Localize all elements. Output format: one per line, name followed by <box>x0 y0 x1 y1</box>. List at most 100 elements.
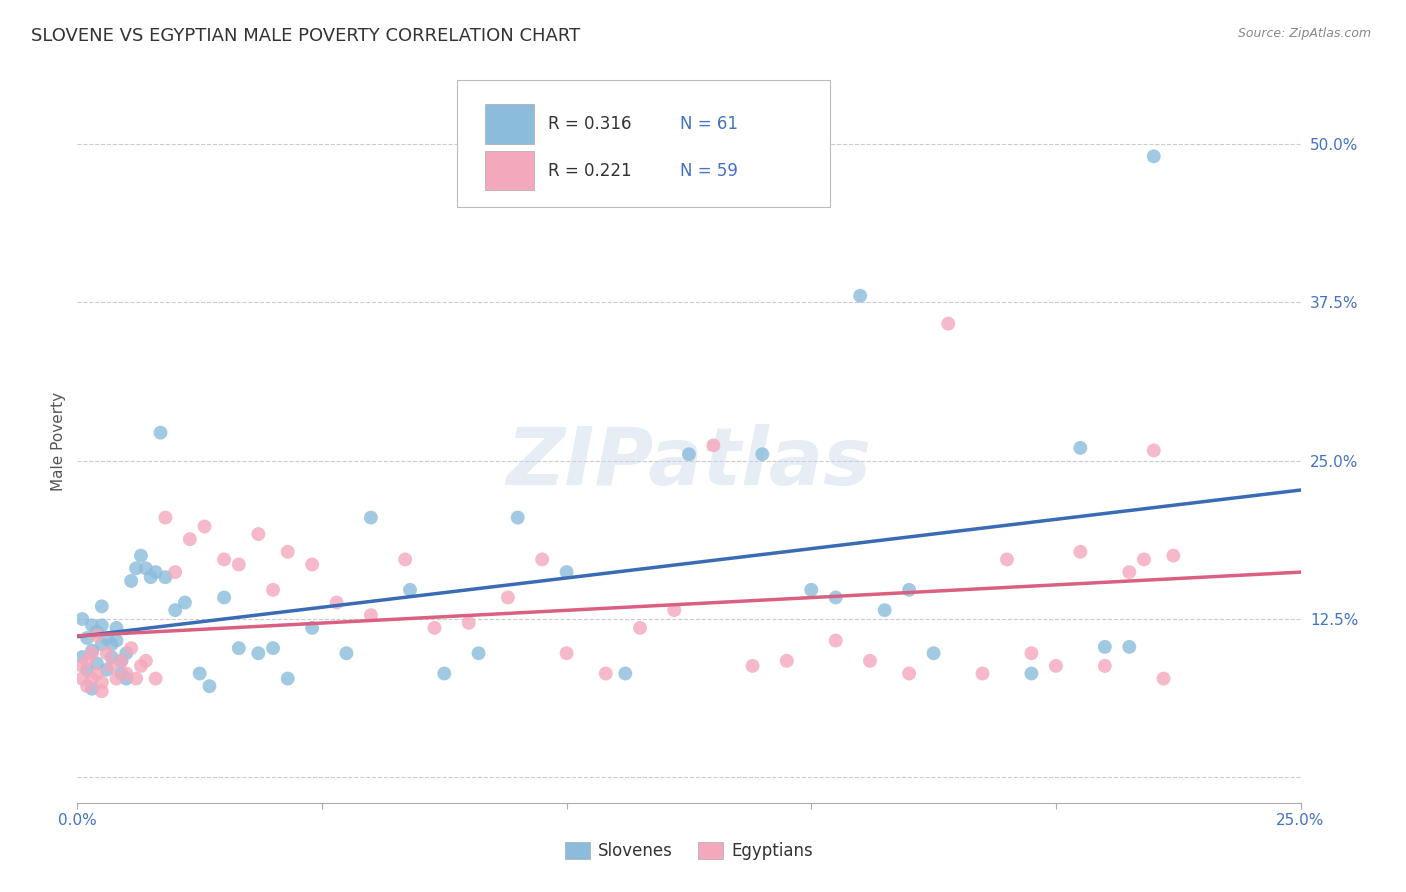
Point <box>228 558 250 572</box>
Point <box>90 618 112 632</box>
Point <box>301 558 323 572</box>
FancyBboxPatch shape <box>485 103 534 144</box>
Point <box>212 591 235 605</box>
Point <box>360 510 382 524</box>
Point <box>110 654 132 668</box>
Point <box>115 672 138 686</box>
Point <box>76 663 98 677</box>
Text: R = 0.316: R = 0.316 <box>548 115 631 133</box>
Point <box>76 631 98 645</box>
Point <box>922 646 945 660</box>
Point <box>96 646 118 660</box>
Point <box>155 570 177 584</box>
Point <box>115 666 138 681</box>
Point <box>335 646 357 660</box>
Legend: Slovenes, Egyptians: Slovenes, Egyptians <box>558 835 820 867</box>
Point <box>76 654 98 668</box>
Text: N = 61: N = 61 <box>681 115 738 133</box>
Point <box>145 565 167 579</box>
Point <box>506 510 529 524</box>
Point <box>80 618 103 632</box>
Point <box>1163 549 1185 563</box>
Point <box>262 582 284 597</box>
Point <box>1094 640 1116 654</box>
Point <box>1118 565 1140 579</box>
Point <box>105 621 128 635</box>
Point <box>110 654 132 668</box>
Point <box>70 650 93 665</box>
Point <box>110 666 132 681</box>
Point <box>776 654 799 668</box>
Point <box>1143 443 1166 458</box>
Y-axis label: Male Poverty: Male Poverty <box>51 392 66 491</box>
Point <box>433 666 456 681</box>
Point <box>115 646 138 660</box>
Point <box>212 552 235 566</box>
Point <box>80 672 103 686</box>
Point <box>678 447 700 461</box>
Point <box>188 666 211 681</box>
Point <box>457 615 479 630</box>
Point <box>145 672 167 686</box>
Text: Source: ZipAtlas.com: Source: ZipAtlas.com <box>1237 27 1371 40</box>
Point <box>155 510 177 524</box>
Point <box>849 289 872 303</box>
Text: N = 59: N = 59 <box>681 161 738 179</box>
Point <box>129 549 152 563</box>
Point <box>80 646 103 660</box>
Point <box>135 654 157 668</box>
Point <box>531 552 554 566</box>
Point <box>555 565 578 579</box>
Point <box>467 646 489 660</box>
FancyBboxPatch shape <box>485 151 534 191</box>
Point <box>751 447 773 461</box>
Point <box>995 552 1018 566</box>
Point <box>80 681 103 696</box>
FancyBboxPatch shape <box>457 80 830 207</box>
Point <box>165 565 187 579</box>
Point <box>595 666 617 681</box>
Point <box>1069 545 1091 559</box>
Point <box>1153 672 1175 686</box>
Point <box>423 621 446 635</box>
Point <box>100 659 122 673</box>
Point <box>277 545 299 559</box>
Point <box>936 317 959 331</box>
Point <box>702 438 724 452</box>
Point <box>1069 441 1091 455</box>
Point <box>135 561 157 575</box>
Point <box>90 637 112 651</box>
Point <box>86 657 108 671</box>
Point <box>174 595 197 609</box>
Point <box>125 672 148 686</box>
Point <box>262 641 284 656</box>
Point <box>70 612 93 626</box>
Point <box>394 552 416 566</box>
Point <box>129 659 152 673</box>
Point <box>1021 646 1043 660</box>
Point <box>193 519 215 533</box>
Point <box>139 570 162 584</box>
Point <box>198 679 221 693</box>
Point <box>149 425 172 440</box>
Point <box>76 679 98 693</box>
Point <box>120 574 142 588</box>
Point <box>824 633 846 648</box>
Point <box>90 675 112 690</box>
Point <box>86 628 108 642</box>
Text: ZIPatlas: ZIPatlas <box>506 425 872 502</box>
Point <box>247 527 270 541</box>
Point <box>972 666 994 681</box>
Point <box>360 608 382 623</box>
Point <box>100 650 122 665</box>
Point <box>86 666 108 681</box>
Point <box>741 659 763 673</box>
Text: SLOVENE VS EGYPTIAN MALE POVERTY CORRELATION CHART: SLOVENE VS EGYPTIAN MALE POVERTY CORRELA… <box>31 27 581 45</box>
Point <box>1118 640 1140 654</box>
Point <box>125 561 148 575</box>
Point <box>399 582 422 597</box>
Point <box>1021 666 1043 681</box>
Text: R = 0.221: R = 0.221 <box>548 161 631 179</box>
Point <box>277 672 299 686</box>
Point <box>1143 149 1166 163</box>
